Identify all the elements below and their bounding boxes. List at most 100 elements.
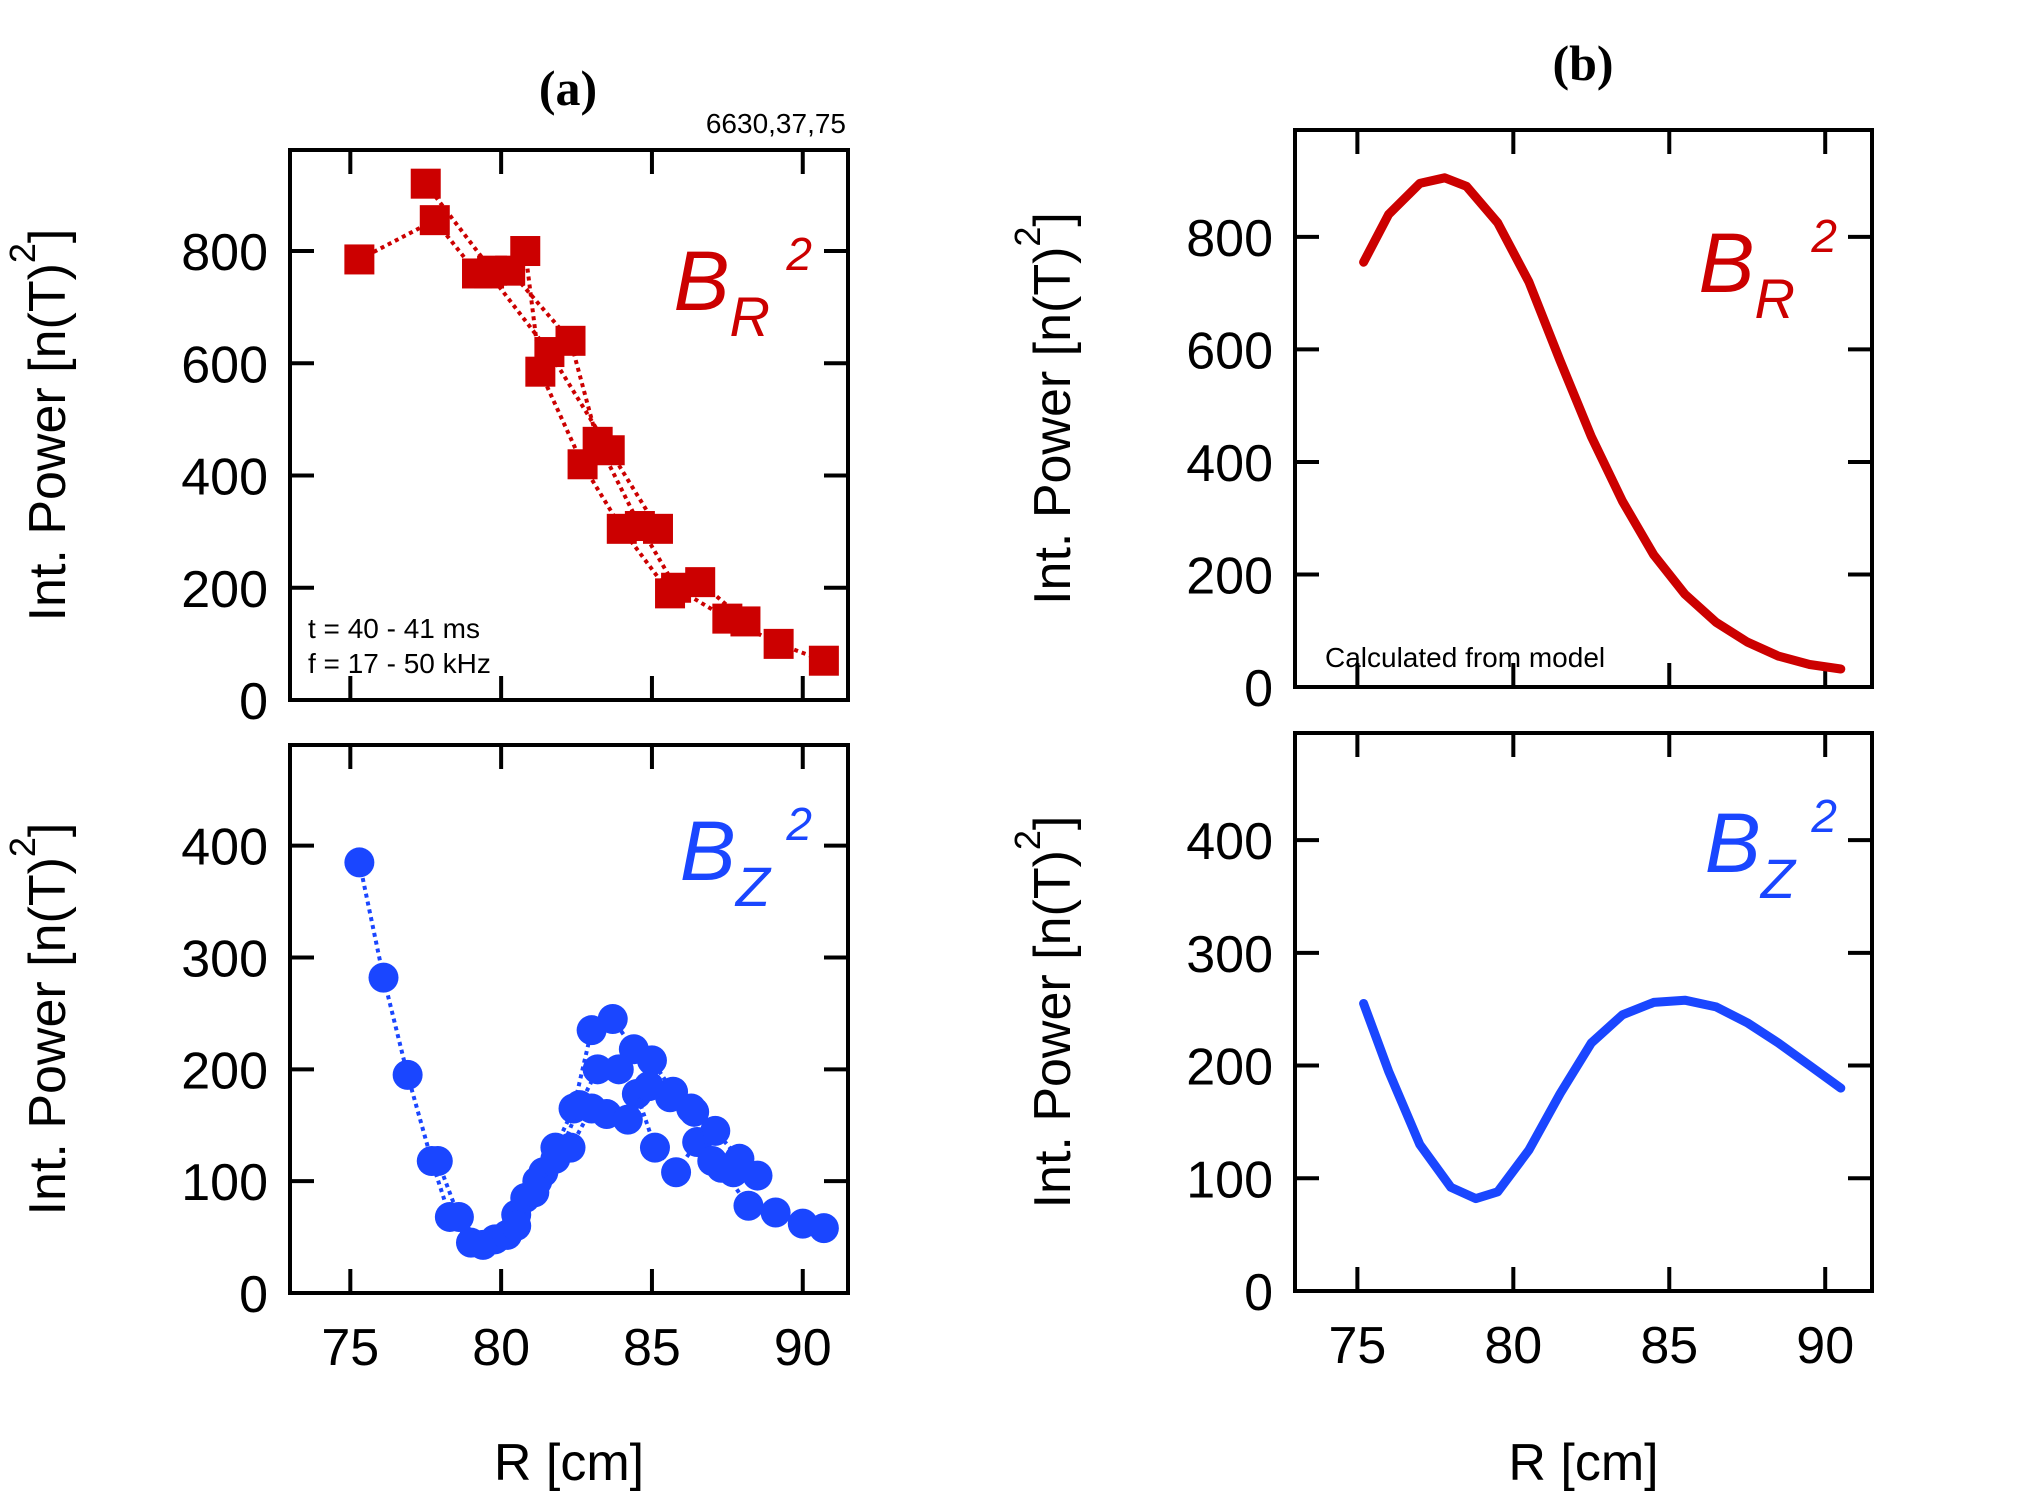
x-tick-label: 75	[1328, 1317, 1386, 1375]
y-tick-label: 600	[181, 336, 268, 394]
data-point	[712, 603, 743, 634]
series-label-sup: 2	[1810, 790, 1837, 842]
data-point	[612, 1104, 643, 1135]
y-tick-label: 0	[1244, 1264, 1273, 1322]
model-curve	[1359, 995, 1846, 1204]
data-point	[718, 1157, 749, 1188]
data-point	[468, 1229, 499, 1260]
series-label-sub: Z	[1759, 847, 1797, 910]
y-axis-title-main: Int. Power [n(T)	[19, 263, 77, 621]
data-point	[555, 1132, 586, 1163]
x-tick-label: 80	[472, 1319, 530, 1377]
data-point	[808, 645, 839, 676]
x-tick-label: 85	[623, 1319, 681, 1377]
y-tick-label: 0	[239, 673, 268, 731]
x-tick-label: 90	[1796, 1317, 1854, 1375]
y-axis-title-main: Int. Power [n(T)	[19, 857, 77, 1215]
plot-frame	[1293, 128, 1874, 689]
y-tick-label: 400	[181, 449, 268, 507]
series-label-main: B	[680, 804, 736, 898]
y-tick-label: 800	[181, 224, 268, 282]
annotation: f = 17 - 50 kHz	[308, 648, 491, 679]
y-axis-title-main: Int. Power [n(T)	[1024, 850, 1082, 1208]
series-label: BZ	[1705, 796, 1797, 910]
data-point	[443, 1201, 474, 1232]
series-label: BR	[1699, 216, 1795, 330]
y-tick-label: 600	[1186, 322, 1273, 380]
y-axis-title-end: ]	[19, 823, 77, 837]
panel-label-b: (b)	[1552, 35, 1613, 91]
y-axis-title-sup: 2	[1007, 830, 1048, 850]
y-tick-label: 300	[181, 930, 268, 988]
data-point	[392, 1059, 423, 1090]
y-tick-label: 100	[1186, 1151, 1273, 1209]
x-axis-title: R [cm]	[494, 1434, 644, 1492]
y-axis-title: Int. Power [n(T)2]	[1007, 816, 1082, 1209]
x-axis-title: R [cm]	[1508, 1434, 1658, 1492]
data-point	[594, 435, 625, 466]
series-connector	[357, 861, 759, 1245]
data-point	[763, 628, 794, 659]
y-axis-title-end: ]	[19, 229, 77, 243]
panel-a-top: 0 200 400 600 800 Int. Power [n(T)2] BR 2 t = 40…	[2, 148, 850, 731]
y-tick-label: 200	[181, 561, 268, 619]
y-axis-title-main: Int. Power [n(T)	[1024, 247, 1082, 605]
data-point	[661, 572, 692, 603]
series-label-sup: 2	[785, 798, 812, 850]
data-point	[474, 258, 505, 289]
y-axis-title-sup: 2	[1007, 227, 1048, 247]
data-point	[661, 1157, 692, 1188]
x-tick-label: 80	[1484, 1317, 1542, 1375]
data-point	[808, 1213, 839, 1244]
data-point	[582, 1054, 613, 1085]
y-tick-label: 300	[1186, 926, 1273, 984]
data-point	[642, 513, 673, 544]
series-label-main: B	[1699, 216, 1755, 310]
series-connector	[487, 272, 660, 530]
series-label-main: B	[674, 234, 730, 328]
data-point	[534, 337, 565, 368]
series-label-sup: 2	[1810, 210, 1837, 262]
data-point	[368, 962, 399, 993]
y-axis-title-end: ]	[1024, 212, 1082, 226]
x-tick-label: 85	[1640, 1317, 1698, 1375]
y-tick-label: 100	[181, 1154, 268, 1212]
y-tick-label: 0	[239, 1266, 268, 1324]
series-label: BZ	[680, 804, 772, 918]
data-point	[410, 168, 441, 199]
annotation: t = 40 - 41 ms	[308, 613, 480, 644]
y-axis-title: Int. Power [n(T)2]	[2, 823, 77, 1216]
series-label: BR	[674, 234, 770, 348]
data-point	[422, 1146, 453, 1177]
plot-frame	[288, 148, 850, 702]
panel-label-a: (a)	[539, 60, 597, 116]
y-tick-label: 400	[1186, 813, 1273, 871]
y-tick-label: 800	[1186, 210, 1273, 268]
data-point	[639, 1132, 670, 1163]
data-point	[597, 1004, 628, 1034]
x-tick-label: 75	[321, 1319, 379, 1377]
y-axis-title-sup: 2	[2, 837, 43, 857]
series-label-sub: R	[1755, 267, 1795, 330]
model-curve	[1359, 173, 1846, 674]
data-point	[742, 1160, 773, 1191]
series-label-main: B	[1705, 796, 1761, 890]
y-axis-title-sup: 2	[2, 243, 43, 263]
y-tick-label: 400	[1186, 435, 1273, 493]
y-tick-label: 200	[1186, 547, 1273, 605]
y-axis-title: Int. Power [n(T)2]	[2, 229, 77, 622]
y-tick-label: 200	[181, 1042, 268, 1100]
plot-frame	[288, 743, 850, 1295]
y-tick-label: 400	[181, 819, 268, 877]
y-axis-title-end: ]	[1024, 816, 1082, 830]
data-point	[344, 244, 375, 275]
series-connector	[424, 182, 825, 663]
shot-label: 6630,37,75	[706, 108, 846, 139]
data-point	[760, 1197, 791, 1228]
series-label-sub: Z	[734, 855, 772, 918]
annotation: Calculated from model	[1325, 642, 1605, 673]
data-point	[519, 1177, 550, 1208]
